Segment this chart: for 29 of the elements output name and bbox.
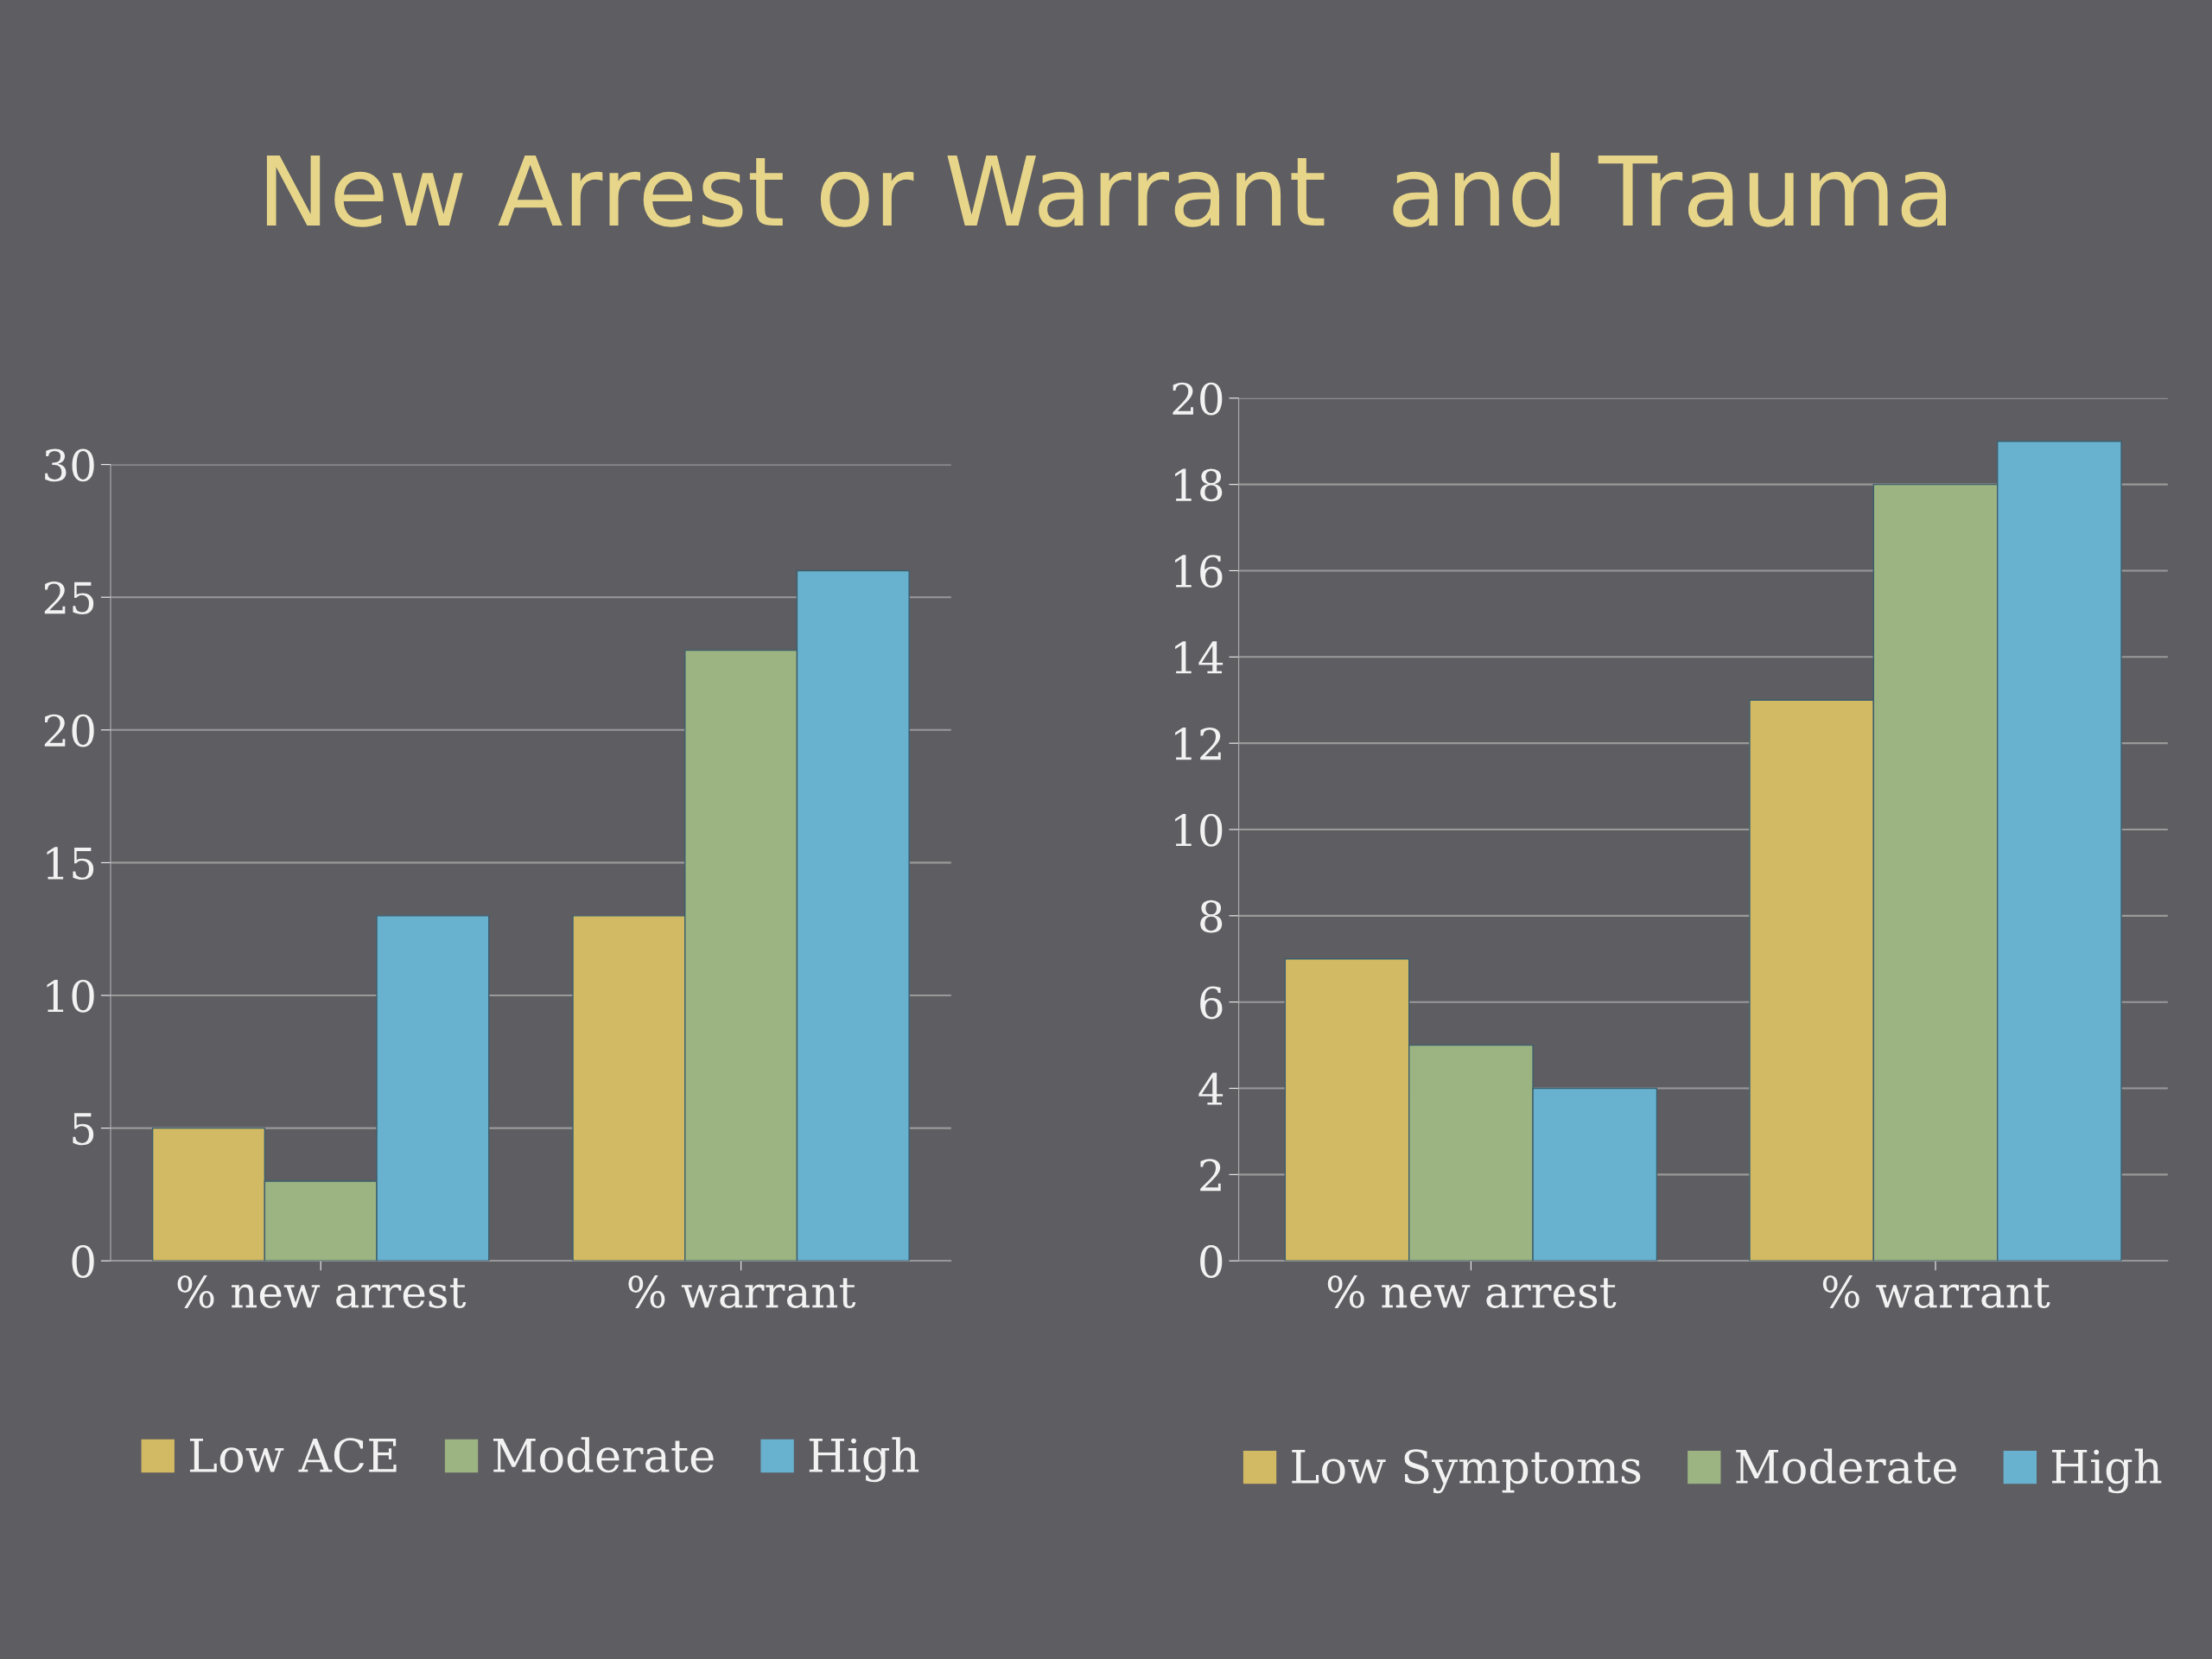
y-tick-label: 0 bbox=[1200, 1245, 1223, 1278]
legend-label: Low Symptoms bbox=[1292, 1449, 1641, 1494]
y-tick-label: 0 bbox=[72, 1245, 94, 1278]
y-tick-label: 25 bbox=[44, 582, 94, 614]
y-tick-label: 2 bbox=[1200, 1159, 1221, 1192]
y-tick-label: 30 bbox=[45, 448, 94, 482]
y-tick-label: 14 bbox=[1175, 641, 1224, 674]
y-tick-label: 20 bbox=[1173, 382, 1223, 416]
legend-label: Moderate bbox=[493, 1437, 714, 1473]
y-tick-label: 5 bbox=[73, 1113, 94, 1146]
y-tick-label: 20 bbox=[44, 714, 94, 747]
y-tick-label: 15 bbox=[47, 847, 94, 880]
x-tick-label: % new arrest bbox=[1327, 1275, 1617, 1308]
x-tick-label: % warrant bbox=[628, 1275, 856, 1308]
y-tick-label: 6 bbox=[1200, 986, 1223, 1020]
x-tick-label: % warrant bbox=[1822, 1275, 2050, 1308]
y-tick-label: 12 bbox=[1175, 728, 1221, 760]
y-tick-label: 16 bbox=[1175, 555, 1223, 588]
legend-label: High bbox=[809, 1437, 919, 1483]
y-tick-label: 4 bbox=[1198, 1072, 1224, 1105]
y-tick-label: 8 bbox=[1200, 899, 1223, 933]
legend-label: High bbox=[2052, 1448, 2162, 1494]
y-tick-label: 10 bbox=[1175, 813, 1223, 847]
chart-title: New Arrest or Warrant and Trauma bbox=[266, 152, 1946, 227]
legend-label: Moderate bbox=[1736, 1448, 1956, 1484]
x-tick-label: % new arrest bbox=[177, 1275, 467, 1308]
y-tick-label: 18 bbox=[1175, 468, 1223, 502]
y-tick-label: 10 bbox=[47, 979, 94, 1013]
legend-label: Low ACE bbox=[189, 1438, 397, 1473]
